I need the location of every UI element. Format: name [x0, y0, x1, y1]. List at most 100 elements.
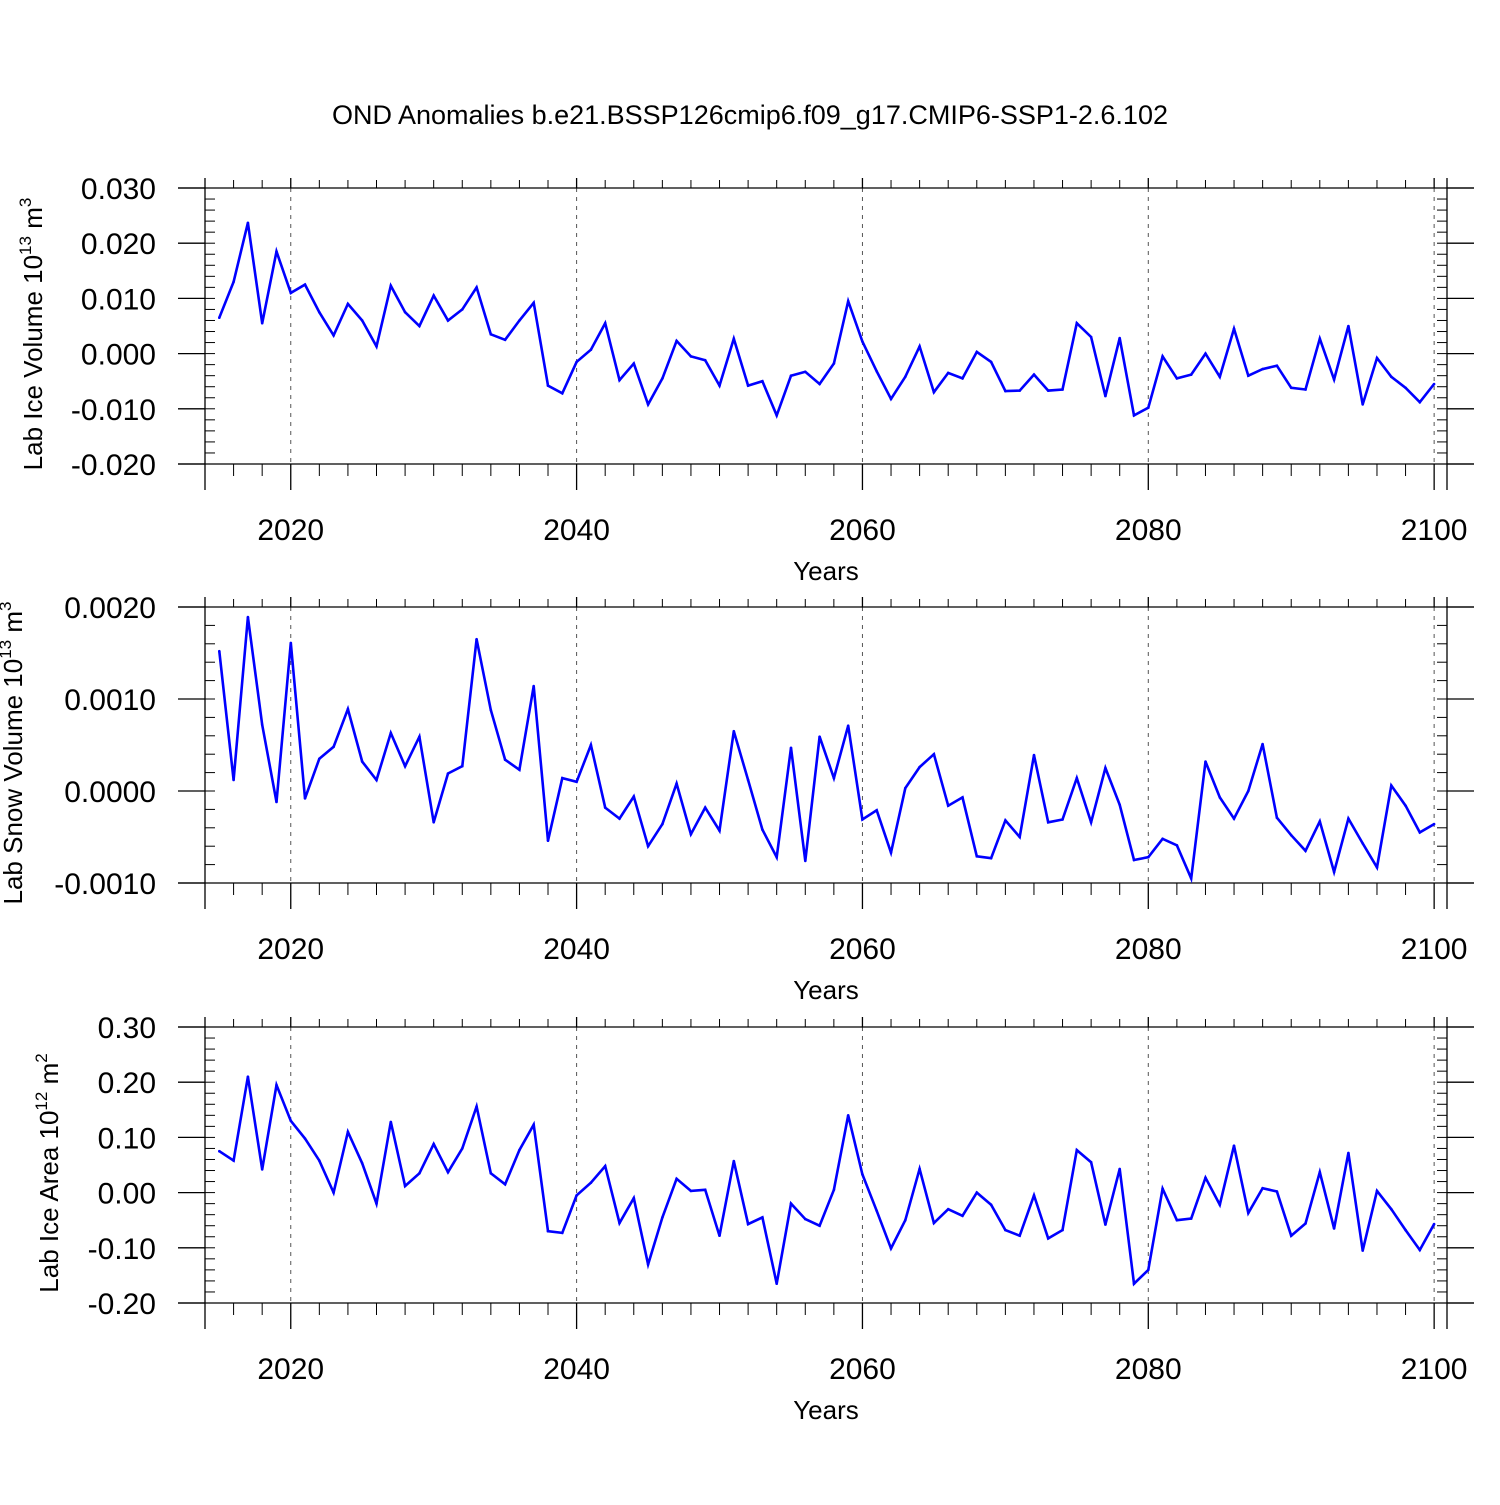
- data-point: [1104, 766, 1107, 770]
- data-point: [918, 345, 921, 348]
- data-point: [589, 348, 593, 352]
- data-point: [1004, 819, 1007, 822]
- data-point: [375, 1202, 378, 1205]
- y-axis-title-unit: m: [0, 611, 28, 640]
- data-point: [475, 1105, 478, 1108]
- data-point: [1361, 842, 1364, 845]
- data-point: [1175, 377, 1179, 380]
- panel-2: 0.0020 0.0010 0.0000 -0.0010 2020 2040 2060 208…: [0, 592, 1474, 1005]
- data-point: [260, 1168, 264, 1171]
- data-point: [289, 1119, 293, 1123]
- data-point: [489, 708, 493, 712]
- y-axis-title-text: Lab Ice Volume 10: [18, 255, 48, 470]
- data-point: [232, 778, 235, 782]
- data-point: [946, 1207, 950, 1211]
- data-point: [603, 806, 607, 809]
- data-point: [1147, 1268, 1150, 1272]
- data-point: [1046, 1237, 1050, 1240]
- y-tick-label: 0.000: [81, 339, 156, 372]
- data-point: [1089, 821, 1093, 824]
- x-tick-label: 2100: [1401, 1353, 1468, 1386]
- y-tick-label: 0.00: [98, 1178, 156, 1211]
- data-point: [1375, 356, 1379, 360]
- data-point: [732, 337, 736, 341]
- data-point: [1232, 817, 1236, 820]
- data-point: [589, 1181, 593, 1184]
- data-point: [1275, 816, 1279, 819]
- data-point: [546, 839, 550, 842]
- data-point: [575, 1194, 578, 1197]
- x-axis-title: Years: [793, 1395, 859, 1425]
- data-point: [1118, 1167, 1121, 1171]
- data-point: [1204, 352, 1207, 355]
- data-point: [932, 390, 936, 394]
- data-point: [518, 1148, 521, 1152]
- data-point: [1046, 821, 1050, 824]
- data-point: [1018, 1234, 1021, 1237]
- data-point: [503, 338, 507, 342]
- data-point: [618, 1221, 621, 1225]
- y-axis-title: Lab Ice Area 1012 m2: [32, 1053, 64, 1292]
- data-point: [1218, 1203, 1222, 1206]
- data-point: [1089, 335, 1093, 339]
- x-tick-label: 2060: [829, 1353, 896, 1386]
- data-point: [289, 641, 293, 645]
- data-point: [904, 375, 907, 379]
- data-point: [646, 844, 650, 848]
- data-point: [1289, 833, 1293, 837]
- y-axis-title-text: Lab Ice Area 10: [34, 1111, 64, 1293]
- data-point: [689, 1189, 693, 1193]
- data-point: [1247, 1211, 1250, 1215]
- data-point: [1404, 804, 1407, 807]
- data-point: [1247, 374, 1250, 378]
- data-point: [218, 1149, 221, 1153]
- data-point: [275, 1083, 278, 1087]
- data-point: [618, 817, 621, 820]
- data-point: [761, 379, 764, 383]
- data-point: [1289, 1234, 1293, 1237]
- x-tick-label: 2040: [543, 933, 610, 966]
- data-point: [989, 856, 993, 860]
- data-point: [675, 1177, 678, 1181]
- data-point: [1347, 817, 1350, 820]
- data-point: [1418, 831, 1422, 834]
- data-point: [260, 321, 264, 325]
- data-point: [232, 280, 235, 284]
- data-point: [1132, 1282, 1136, 1285]
- data-point: [1332, 378, 1336, 381]
- y-tick-label: -0.0010: [54, 868, 156, 901]
- data-point: [532, 684, 535, 688]
- data-point: [746, 384, 750, 387]
- data-point: [318, 1159, 321, 1162]
- data-point: [989, 1203, 993, 1206]
- data-point: [546, 384, 550, 387]
- data-point: [1304, 388, 1307, 391]
- data-point: [861, 818, 864, 821]
- data-point: [1075, 776, 1079, 780]
- data-point: [1275, 364, 1279, 368]
- y-tick-label: -0.010: [71, 394, 156, 427]
- data-point: [675, 339, 678, 343]
- x-tick-label: 2020: [257, 514, 324, 547]
- data-point: [475, 286, 478, 289]
- data-point: [289, 291, 293, 295]
- data-point: [332, 334, 335, 337]
- data-point: [375, 778, 378, 782]
- x-tick-label: 2080: [1115, 514, 1182, 547]
- data-point: [532, 1123, 535, 1126]
- data-point: [818, 735, 821, 738]
- data-point: [1118, 803, 1121, 807]
- data-point: [1189, 1217, 1193, 1220]
- y-tick-label: 0.30: [98, 1012, 156, 1045]
- data-point: [275, 250, 278, 253]
- data-point: [1004, 1228, 1007, 1232]
- data-point: [1404, 386, 1407, 390]
- data-point: [1004, 389, 1007, 393]
- data-point: [975, 1191, 979, 1194]
- y-tick-label: 0.0020: [64, 592, 156, 625]
- data-point: [503, 758, 507, 761]
- data-point: [1432, 382, 1436, 386]
- data-point: [432, 1142, 436, 1146]
- y-tick-label: 0.020: [81, 228, 156, 261]
- data-point: [1232, 327, 1236, 331]
